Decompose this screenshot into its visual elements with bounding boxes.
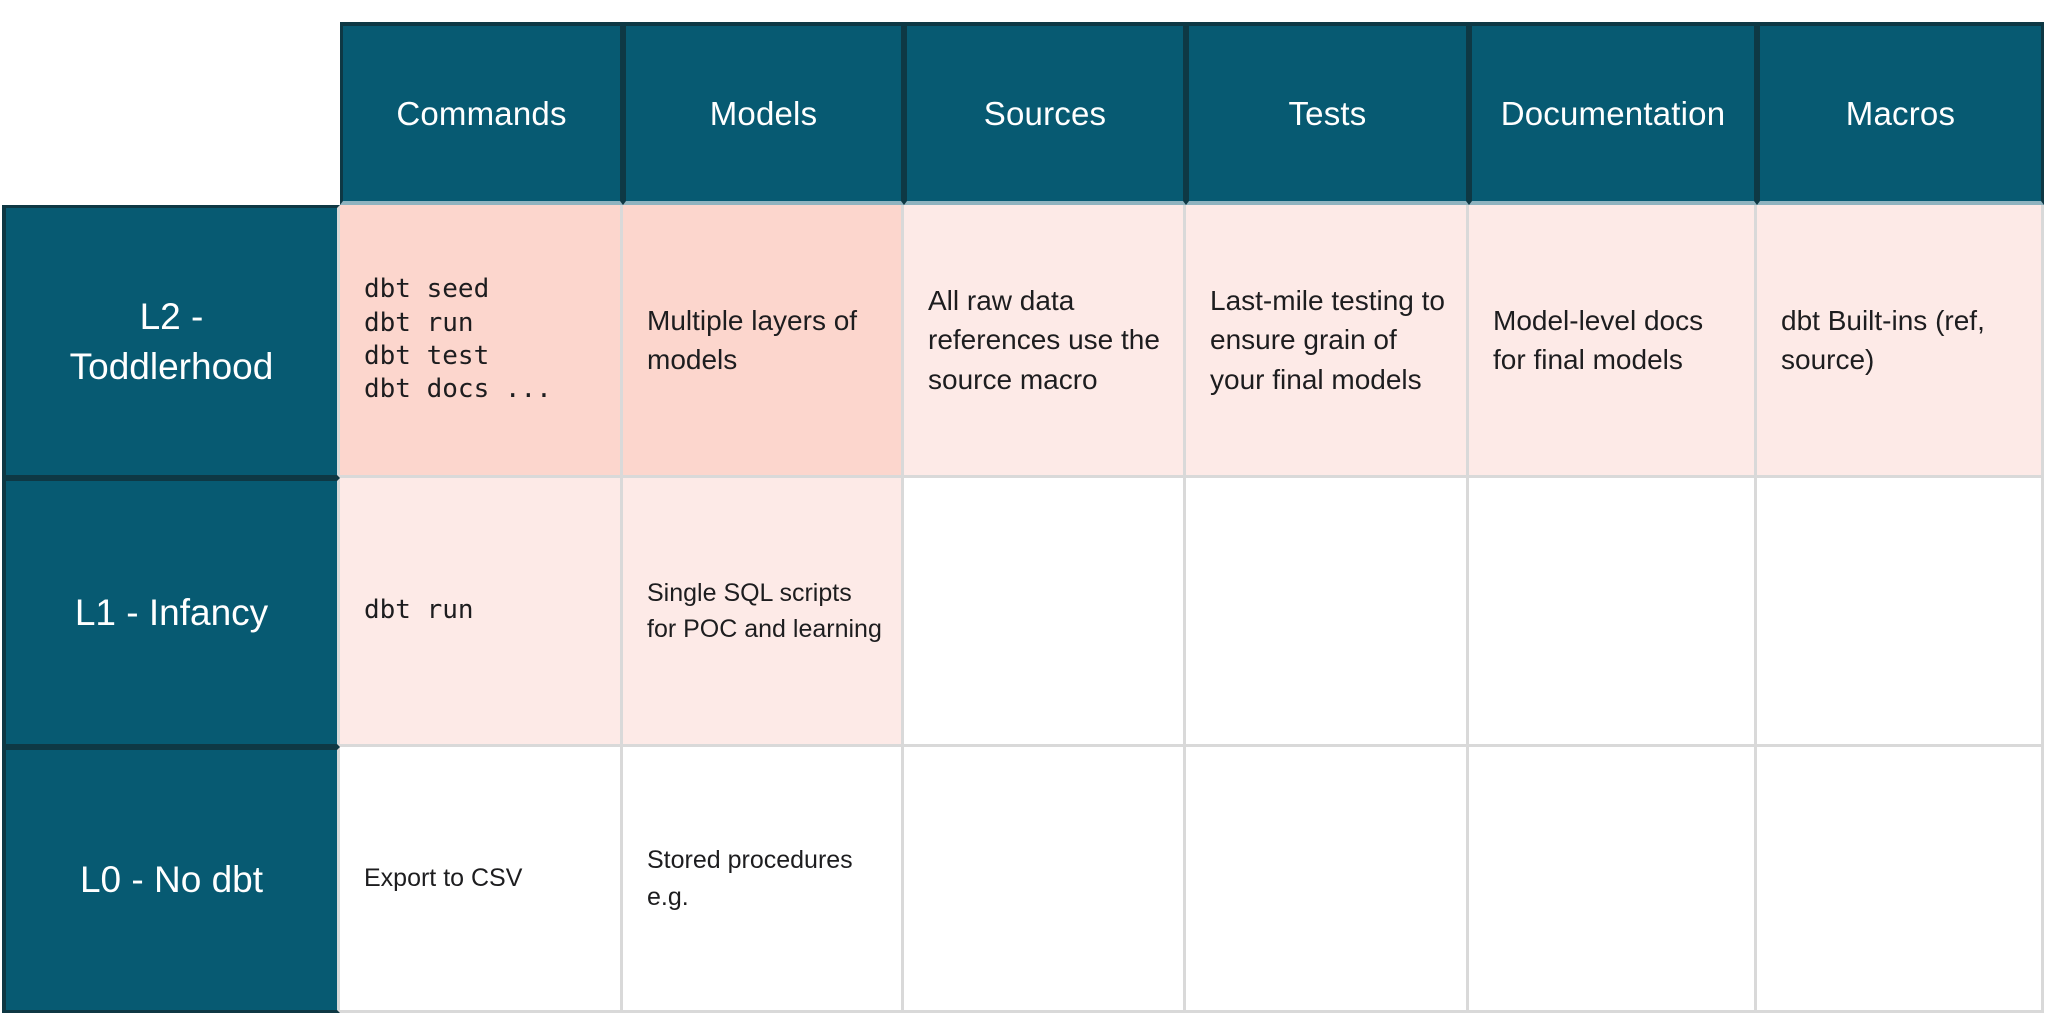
column-header-tests: Tests [1186,22,1469,205]
cell-text: dbt seed dbt run dbt test dbt docs ... [364,274,552,405]
column-header-label: Sources [983,94,1107,132]
row-header-l1-infancy: L1 - Infancy [2,478,340,747]
cell-l0-documentation [1469,747,1757,1013]
cell-text: Last-mile testing to ensure grain of you… [1210,285,1445,395]
column-header-label: Documentation [1500,94,1726,132]
row-header-l2-toddlerhood: L2 - Toddlerhood [2,205,340,478]
corner-spacer [2,22,340,205]
cell-l0-sources [904,747,1186,1013]
row-header-l0-no-dbt: L0 - No dbt [2,747,340,1013]
cell-l2-commands: dbt seed dbt run dbt test dbt docs ... [340,205,623,478]
cell-l1-tests [1186,478,1469,747]
cell-l1-commands: dbt run [340,478,623,747]
cell-text: Single SQL scripts for POC and learning [647,578,882,643]
cell-text: Export to CSV [364,864,523,893]
cell-l2-sources: All raw data references use the source m… [904,205,1186,478]
column-header-models: Models [623,22,904,205]
column-header-documentation: Documentation [1469,22,1757,205]
cell-text: dbt run [364,595,474,626]
cell-l0-commands: Export to CSV [340,747,623,1013]
cell-l0-macros [1757,747,2044,1013]
maturity-matrix-table: Commands Models Sources Tests Documentat… [2,22,2044,1013]
column-header-label: Macros [1845,94,1956,132]
row-header-label: L2 - Toddlerhood [69,295,274,387]
cell-text: dbt Built-ins (ref, source) [1781,304,1985,375]
cell-text: Stored procedures e.g. [647,846,853,911]
row-header-label: L1 - Infancy [74,591,269,633]
column-header-sources: Sources [904,22,1186,205]
cell-text: All raw data references use the source m… [928,285,1160,395]
cell-l2-macros: dbt Built-ins (ref, source) [1757,205,2044,478]
cell-l1-models: Single SQL scripts for POC and learning [623,478,904,747]
cell-l0-models: Stored procedures e.g. [623,747,904,1013]
column-header-label: Models [709,94,818,132]
cell-l1-documentation [1469,478,1757,747]
column-header-label: Commands [396,94,567,132]
cell-text: Multiple layers of models [647,304,858,375]
cell-l2-documentation: Model-level docs for final models [1469,205,1757,478]
cell-l1-sources [904,478,1186,747]
cell-l0-tests [1186,747,1469,1013]
row-header-label: L0 - No dbt [79,859,264,901]
cell-text: Model-level docs for final models [1493,304,1704,375]
column-header-macros: Macros [1757,22,2044,205]
cell-l2-tests: Last-mile testing to ensure grain of you… [1186,205,1469,478]
column-header-commands: Commands [340,22,623,205]
column-header-label: Tests [1288,94,1367,132]
cell-l1-macros [1757,478,2044,747]
cell-l2-models: Multiple layers of models [623,205,904,478]
